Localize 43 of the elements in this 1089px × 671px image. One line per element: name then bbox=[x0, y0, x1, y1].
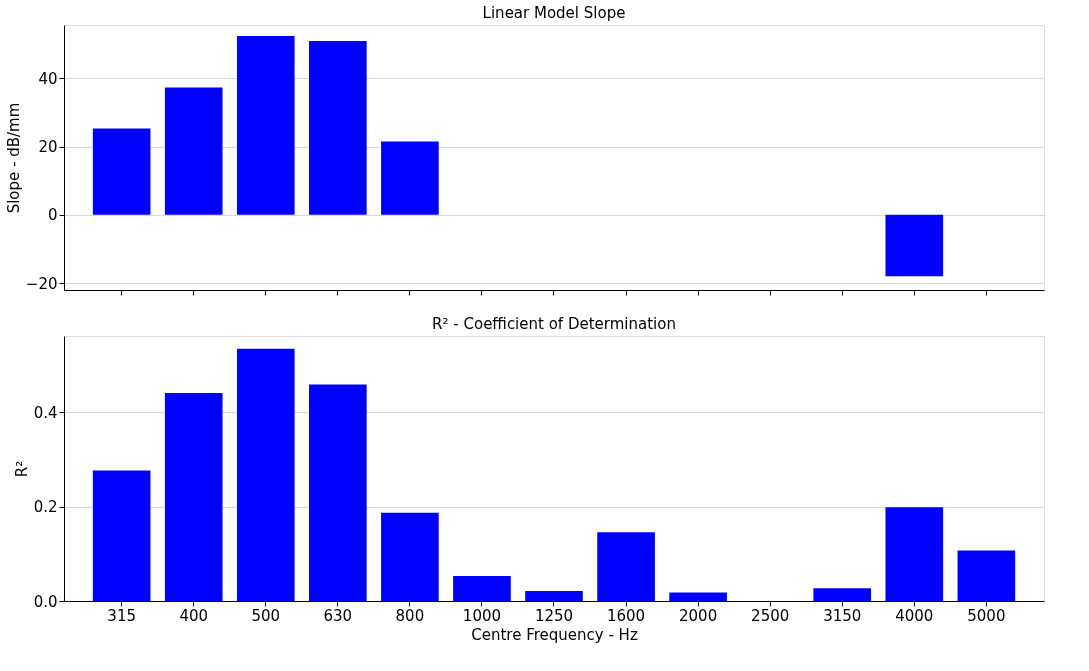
bar bbox=[525, 591, 583, 601]
bar bbox=[309, 384, 367, 601]
chart-title: R² - Coefficient of Determination bbox=[432, 315, 676, 333]
x-tick-label: 1600 bbox=[606, 606, 646, 625]
bar bbox=[309, 41, 367, 215]
bar bbox=[381, 512, 439, 601]
y-tick-label: 0.0 bbox=[33, 592, 58, 611]
y-tick-label: 0.2 bbox=[33, 498, 58, 517]
y-tick-label: 40 bbox=[38, 69, 58, 88]
bar bbox=[885, 214, 944, 277]
y-tick-label: 0 bbox=[47, 206, 58, 225]
bar bbox=[885, 507, 944, 601]
y-tick-label: 0.4 bbox=[33, 403, 58, 422]
bar bbox=[453, 576, 511, 601]
chart-title: Linear Model Slope bbox=[482, 4, 626, 22]
y-axis-title: R² bbox=[12, 460, 31, 478]
x-tick-label: 3150 bbox=[823, 606, 862, 625]
x-tick-label: 315 bbox=[107, 606, 136, 625]
x-tick-label: 2500 bbox=[751, 606, 790, 625]
bar bbox=[597, 532, 655, 601]
x-tick-label: 2000 bbox=[679, 606, 718, 625]
y-tick-label: 20 bbox=[38, 138, 58, 157]
bar bbox=[164, 87, 223, 215]
bar bbox=[92, 470, 151, 601]
x-tick-label: 4000 bbox=[895, 606, 934, 625]
x-tick-label: 500 bbox=[251, 606, 281, 625]
bar bbox=[957, 550, 1016, 601]
bar bbox=[669, 592, 727, 601]
x-tick-label: 5000 bbox=[967, 606, 1006, 625]
x-tick-label: 630 bbox=[323, 606, 353, 625]
bar bbox=[236, 35, 295, 215]
y-tick-label: −20 bbox=[25, 274, 58, 293]
x-tick-label: 800 bbox=[395, 606, 425, 625]
x-tick-label: 1000 bbox=[462, 606, 502, 625]
x-axis-title: Centre Frequency - Hz bbox=[471, 625, 638, 644]
y-axis-title: Slope - dB/mm bbox=[4, 102, 23, 214]
x-tick-label: 1250 bbox=[534, 606, 574, 625]
x-tick-label: 400 bbox=[179, 606, 209, 625]
bar bbox=[92, 128, 151, 215]
bar bbox=[381, 141, 439, 215]
bar bbox=[813, 588, 872, 601]
bar bbox=[236, 348, 295, 601]
bar bbox=[164, 393, 223, 601]
